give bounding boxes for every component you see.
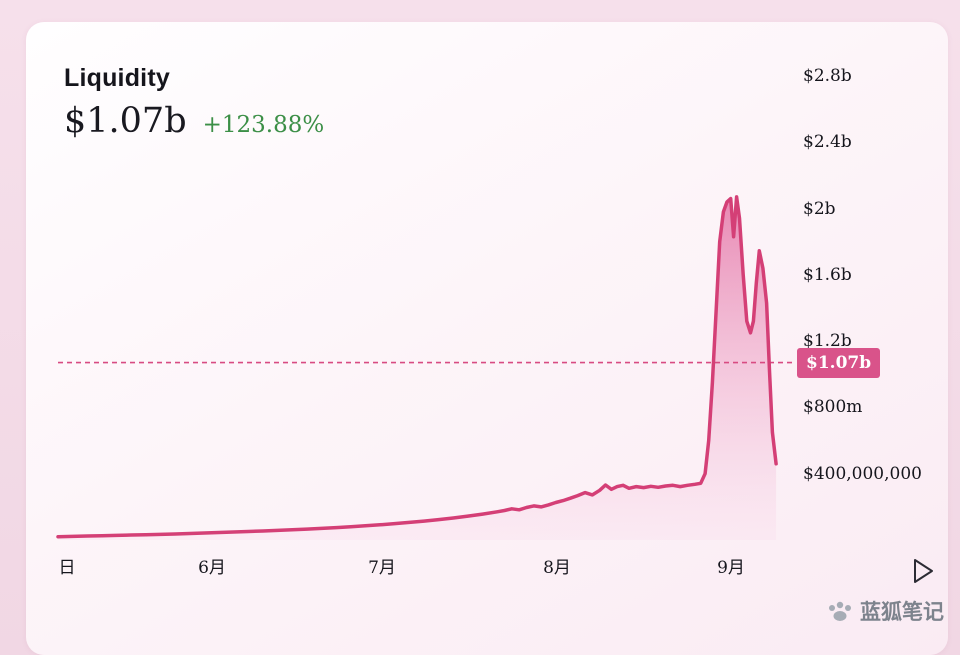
- current-value-badge: $1.07b: [797, 348, 880, 378]
- watermark-text: 蓝狐笔记: [860, 601, 944, 624]
- chart-title: Liquidity: [64, 64, 170, 92]
- area-fill: [58, 196, 777, 540]
- chart-card: [26, 22, 948, 655]
- liquidity-line: [56, 195, 778, 539]
- liquidity-value: $1.07b: [64, 101, 187, 141]
- paw-icon: [829, 601, 851, 621]
- play-icon[interactable]: [908, 556, 938, 586]
- watermark: 蓝狐笔记: [827, 596, 944, 626]
- chart-header: Liquidity $1.07b +123.88%: [64, 64, 324, 141]
- liquidity-change: +123.88%: [202, 112, 325, 138]
